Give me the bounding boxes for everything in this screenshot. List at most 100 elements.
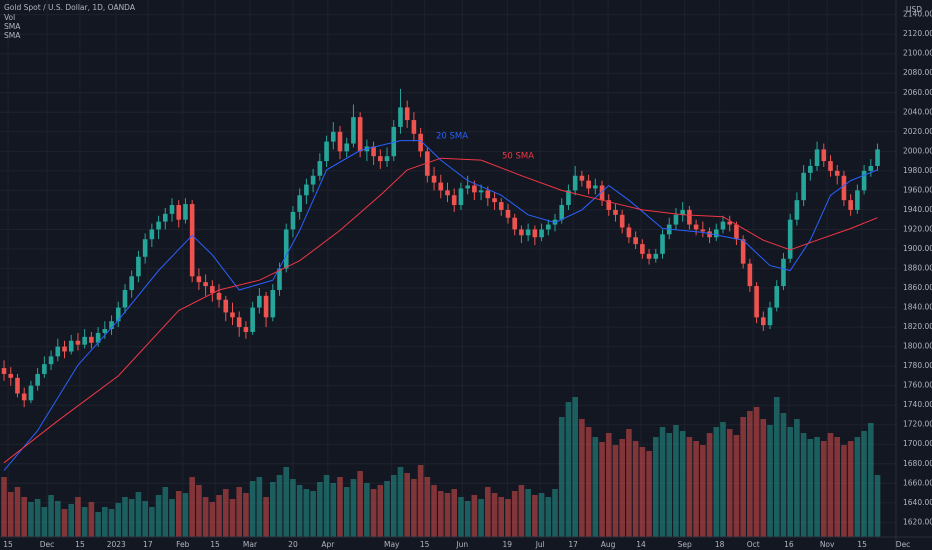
candle-body (425, 151, 430, 176)
volume-bar (95, 512, 101, 537)
x-tick-label: 14 (636, 540, 646, 549)
y-tick-label: 2100.000 (903, 49, 932, 58)
candle-body (458, 188, 464, 206)
volume-bar (155, 495, 162, 537)
volume-bar (780, 413, 787, 537)
volume-bar (61, 509, 68, 537)
candle-body (572, 175, 578, 191)
volume-bar (538, 493, 545, 537)
volume-bar (693, 441, 699, 537)
volume-bar (679, 431, 686, 537)
y-tick-label: 1740.000 (903, 400, 932, 409)
candle-body (250, 307, 255, 332)
candle-body (599, 185, 605, 201)
candle-body (774, 286, 780, 308)
candle-body (324, 141, 329, 162)
volume-bar (370, 489, 377, 537)
volume-bar (619, 439, 625, 537)
legend-entry: SMA (4, 31, 21, 40)
volume-bar (34, 499, 41, 537)
volume-bar (773, 397, 780, 537)
candle-body (687, 209, 692, 225)
candle-body (754, 286, 759, 318)
volume-bar (652, 437, 659, 537)
candle-body (156, 221, 161, 230)
candle-body (203, 282, 208, 287)
x-tick-label: Sep (678, 540, 692, 549)
candle-body (660, 234, 665, 254)
candle-body (700, 229, 706, 232)
candle-body (828, 161, 833, 171)
volume-bar (807, 439, 814, 537)
candle-body (42, 364, 47, 374)
candle-body (626, 227, 632, 238)
candle-body (304, 184, 309, 196)
y-tick-label: 1640.000 (903, 498, 932, 507)
legend-entry: Vol (4, 13, 15, 22)
volume-bar (437, 491, 444, 537)
candle-body (472, 185, 477, 193)
volume-bar (296, 485, 303, 537)
candle-body (62, 346, 67, 352)
candle-body (445, 190, 450, 196)
candle-body (142, 239, 148, 257)
volume-bar (142, 501, 148, 537)
volume-bar (827, 433, 834, 537)
candle-body (761, 317, 766, 326)
volume-bar (478, 499, 484, 537)
sma-label: 50 SMA (502, 152, 534, 162)
candle-body (734, 224, 739, 240)
candle-body (713, 229, 719, 238)
volume-bar (740, 417, 746, 537)
candle-body (21, 393, 27, 401)
volume-bar (202, 497, 209, 537)
volume-bar (659, 427, 666, 537)
candle-body (525, 229, 531, 236)
candle-body (418, 133, 423, 152)
candle-body (95, 332, 101, 343)
volume-bar (847, 441, 854, 537)
volume-bar (431, 485, 437, 537)
candle-body (210, 286, 215, 293)
candle-body (519, 229, 524, 236)
volume-bar (169, 499, 175, 537)
candle-body (478, 190, 484, 193)
volume-bar (565, 402, 572, 537)
candle-body (82, 336, 87, 345)
y-tick-label: 1960.000 (903, 185, 932, 194)
volume-bar (337, 477, 343, 537)
x-tick-label: 15 (75, 540, 85, 549)
volume-bar (747, 411, 753, 537)
candle-body (330, 131, 336, 142)
volume-bar (424, 477, 431, 537)
volume-bar (444, 493, 451, 537)
volume-bar (41, 507, 48, 537)
candle-body (68, 340, 74, 352)
volume-bar (404, 473, 410, 537)
candle-body (653, 253, 659, 259)
volume-bar (397, 467, 404, 537)
volume-bar (579, 419, 585, 537)
candle-body (693, 224, 699, 230)
volume-bar (572, 397, 578, 537)
candle-body (505, 209, 511, 218)
currency-label: USD (906, 5, 922, 14)
candle-body (337, 131, 343, 152)
volume-bar (283, 467, 290, 537)
volume-bar (310, 491, 316, 537)
candle-body (48, 356, 54, 365)
volume-bar (706, 433, 713, 537)
x-tick-label: May (384, 540, 400, 549)
volume-bar (14, 487, 21, 537)
volume-bar (122, 497, 128, 537)
candle-body (613, 209, 618, 215)
volume-bar (632, 441, 639, 537)
volume-bar (874, 475, 881, 537)
x-tick-label: Nov (820, 540, 835, 549)
volume-bar (733, 435, 740, 537)
volume-bar (54, 501, 61, 537)
y-tick-label: 1620.000 (903, 517, 932, 526)
y-tick-label: 2000.000 (903, 146, 932, 155)
y-tick-label: 1780.000 (903, 361, 932, 370)
